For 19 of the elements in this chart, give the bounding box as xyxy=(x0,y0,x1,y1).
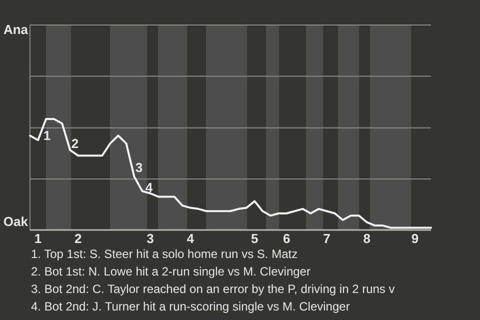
text: 2. Bot 1st: N. Lowe hit a 2-run single vs M. Clevinger xyxy=(31,264,310,278)
text: Ana xyxy=(3,22,29,37)
x-tick-label: 7 xyxy=(323,231,330,246)
x-tick-label: 5 xyxy=(250,231,258,246)
x-tick-label: 6 xyxy=(283,231,290,246)
x-tick-label: 4 xyxy=(186,231,195,246)
text: Oak xyxy=(3,214,29,229)
annotation: 4 xyxy=(145,180,154,195)
x-tick-label: 2 xyxy=(74,231,82,246)
annotation: 3 xyxy=(135,160,143,175)
text: 4. Bot 2nd: J. Turner hit a run-scoring single vs M. Clevinger xyxy=(31,300,350,314)
annotation: 2 xyxy=(71,136,79,151)
x-tick-label: 8 xyxy=(363,231,370,246)
text: 1. Top 1st: S. Steer hit a solo home run vs S. Matz xyxy=(31,247,298,261)
text: 3. Bot 2nd: C. Taylor reached on an error by the P, driving in 2 runs v xyxy=(31,282,395,296)
annotation: 1 xyxy=(43,128,51,143)
x-tick-label: 3 xyxy=(146,231,154,246)
x-tick-label: 1 xyxy=(34,231,42,246)
x-tick-label: 9 xyxy=(411,231,419,246)
